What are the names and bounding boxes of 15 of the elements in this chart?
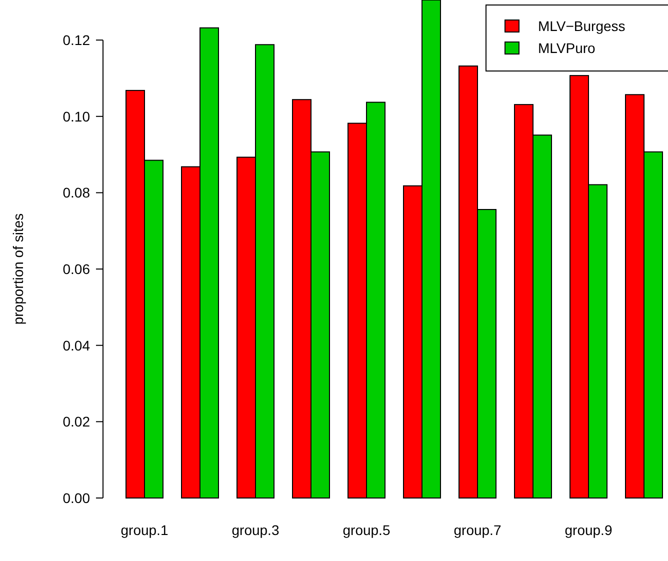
x-tick-label: group.5 [342,522,390,538]
x-tick-label: group.1 [120,522,168,538]
y-tick-label: 0.12 [62,32,90,48]
y-axis-title: proportion of sites [10,213,26,325]
x-tick-label: group.3 [232,522,280,538]
y-tick-label: 0.04 [62,337,90,354]
y-tick-label: 0.10 [62,108,90,124]
y-tick-label: 0.00 [62,490,90,506]
legend-label: MLVPuro [538,40,596,56]
x-tick-label: group.9 [564,522,612,538]
y-tick-label: 0.08 [62,184,90,201]
y-tick-label: 0.02 [62,414,90,430]
x-tick-label: group.7 [454,522,502,538]
legend-label: MLV−Burgess [538,18,626,34]
y-tick-label: 0.06 [62,260,90,277]
